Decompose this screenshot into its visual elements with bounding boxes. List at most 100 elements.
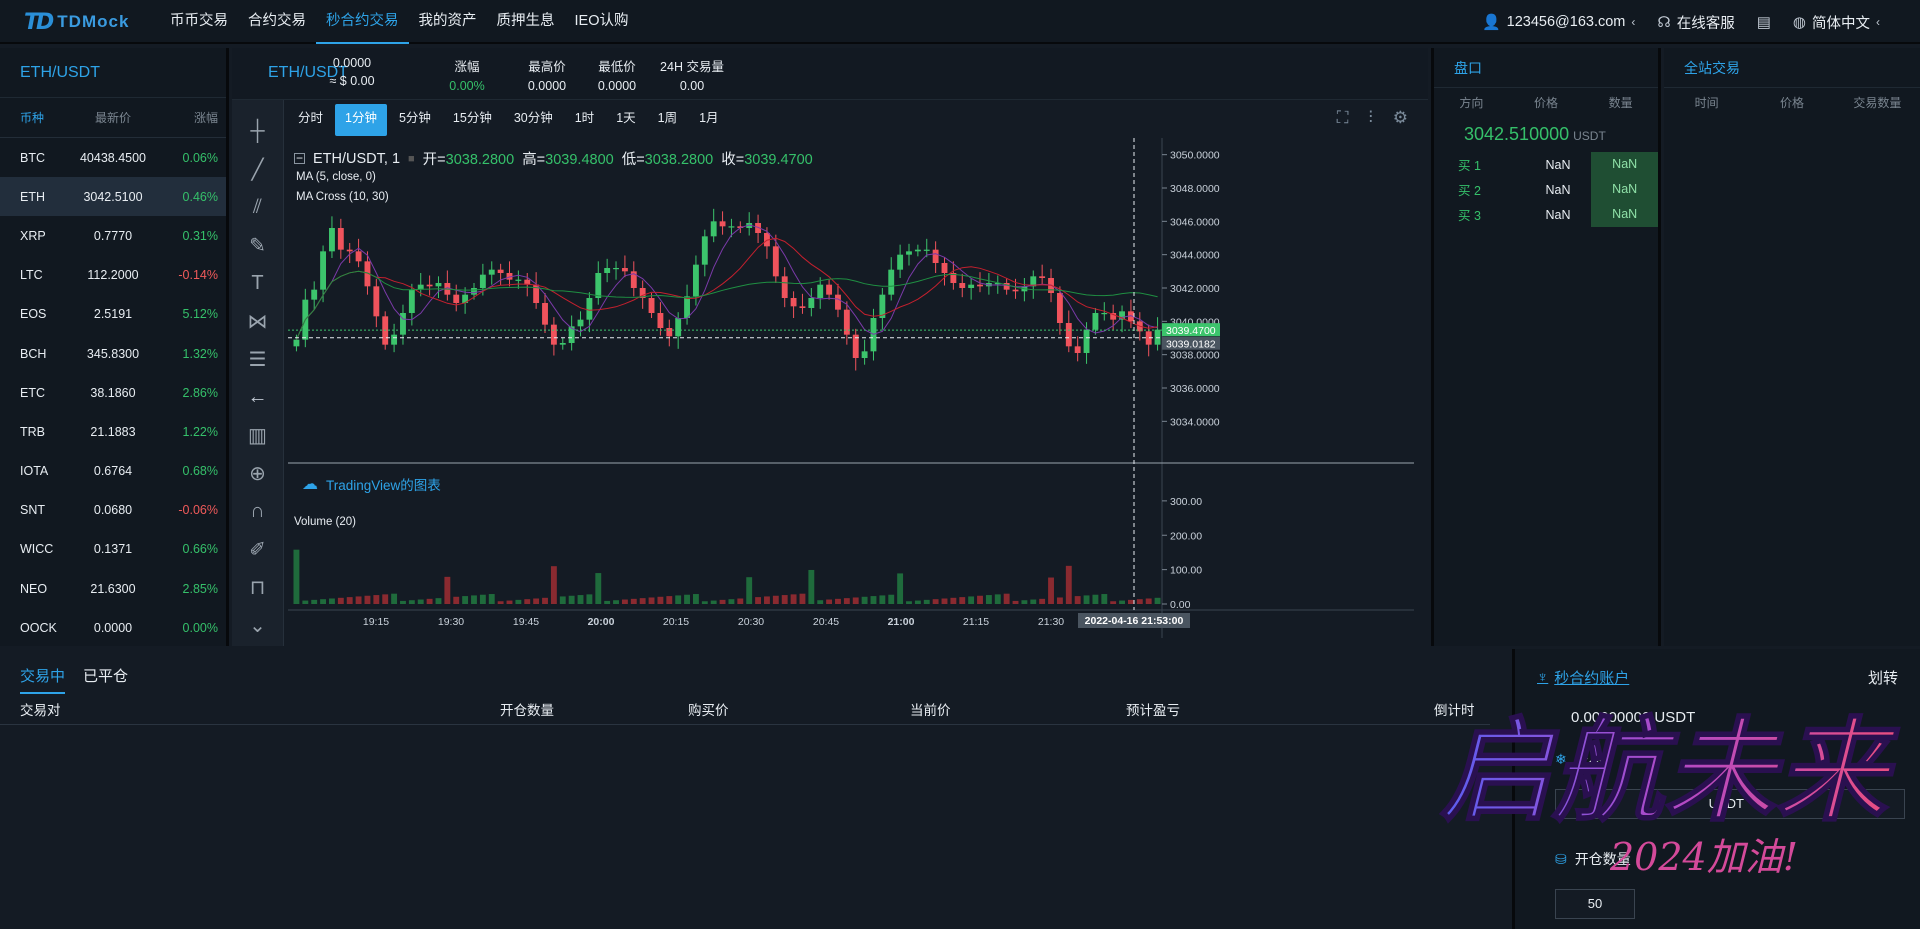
ma10-line — [295, 237, 1158, 340]
nav-item[interactable]: 币币交易 — [170, 13, 228, 29]
tradingview-link[interactable]: ☁ TradingView的图表 — [302, 474, 441, 494]
volume-bar — [1083, 595, 1090, 604]
service-link[interactable]: ☊ 在线客服 — [1657, 12, 1734, 33]
market-row[interactable]: BTC 40438.4500 0.06% — [0, 138, 226, 177]
open-value: 3038.2800 — [445, 152, 515, 168]
volume-bar — [293, 549, 300, 604]
fib-icon[interactable]: ☰ — [248, 348, 267, 371]
market-row[interactable]: BCH 345.8300 1.32% — [0, 334, 226, 373]
volume-bar — [506, 600, 513, 604]
indicators-icon[interactable]: ⫶ — [1368, 108, 1373, 127]
nav-item[interactable]: IEO认购 — [574, 13, 629, 29]
candle-body — [408, 289, 415, 313]
volume-bar — [435, 598, 442, 604]
ob-side: 买 3 — [1458, 209, 1481, 223]
volume-bar — [968, 596, 975, 604]
app-download[interactable]: ▤ — [1757, 13, 1771, 31]
orderbook-row[interactable]: 买 2 NaN NaN — [1434, 177, 1659, 202]
crosshair-time-bg — [1078, 613, 1190, 628]
col-side: 方向 — [1459, 95, 1484, 110]
nav-item[interactable]: 秒合约交易 — [316, 0, 409, 44]
chevron-down-icon[interactable]: ⌄ — [249, 614, 266, 637]
orderbook-row[interactable]: 买 3 NaN NaN — [1434, 202, 1659, 227]
orderbook-rows: 买 1 NaN NaN 买 2 NaN NaN 买 3 NaN NaN — [1434, 152, 1659, 227]
candle-body — [790, 298, 797, 307]
lock-drawing-icon[interactable]: ✐ — [249, 538, 266, 561]
tab-open[interactable]: 交易中 — [20, 665, 66, 694]
price-chart[interactable]: 3050.0000 3048.0000 3046.0000 3044.0000 3042… — [288, 138, 1424, 638]
nav-item[interactable]: 合约交易 — [248, 13, 306, 29]
candle-body — [1065, 323, 1072, 347]
market-row[interactable]: WICC 0.1371 0.66% — [0, 530, 226, 569]
candle-body — [453, 294, 460, 303]
legend-settings-icon[interactable]: ■ — [408, 152, 415, 165]
candle-body — [666, 328, 673, 337]
volume-bar — [559, 596, 566, 604]
market-row[interactable]: EOS 2.5191 5.12% — [0, 295, 226, 334]
measure-icon[interactable]: ▥ — [248, 424, 267, 447]
crosshair-icon[interactable]: ┼ — [250, 119, 265, 142]
interval-tab[interactable]: 1时 — [574, 111, 595, 125]
tab-closed[interactable]: 已平仓 — [83, 668, 129, 685]
volume-bar — [755, 597, 762, 604]
market-row[interactable]: ETH 3042.5100 0.46% — [0, 177, 226, 217]
user-menu[interactable]: 👤 123456@163.com ‹ — [1482, 13, 1635, 31]
pitchfork-icon[interactable]: ⫽ — [253, 195, 262, 218]
trendline-icon[interactable]: ╱ — [251, 158, 264, 181]
market-price: 0.0000 — [93, 620, 133, 635]
interval-tab[interactable]: 1周 — [657, 111, 678, 125]
market-row[interactable]: XRP 0.7770 0.31% — [0, 216, 226, 255]
nav-item[interactable]: 质押生息 — [496, 13, 555, 29]
volume-label: 24H 交易量 — [660, 60, 724, 74]
orderbook-row[interactable]: 买 1 NaN NaN — [1434, 152, 1659, 177]
candle-body — [808, 298, 815, 308]
market-row[interactable]: TRB 21.1883 1.22% — [0, 412, 226, 451]
interval-tab[interactable]: 1天 — [616, 111, 636, 125]
legend-open: 开=3038.2800 — [423, 148, 515, 169]
magnet-icon[interactable]: ∩ — [250, 499, 265, 522]
interval-tab[interactable]: 1分钟 — [335, 104, 387, 136]
collapse-icon[interactable]: − — [294, 151, 305, 165]
market-row[interactable]: NEO 21.6300 2.85% — [0, 569, 226, 608]
candle-body — [391, 334, 398, 345]
nav-item[interactable]: 我的资产 — [418, 13, 477, 29]
volume-bar — [728, 599, 735, 604]
interval-tab[interactable]: 30分钟 — [513, 111, 553, 125]
pattern-icon[interactable]: ⋈ — [247, 310, 268, 333]
market-row[interactable]: IOTA 0.6764 0.68% — [0, 452, 226, 491]
brush-icon[interactable]: ✎ — [249, 234, 266, 257]
trade-unit-field[interactable]: USDT — [1555, 789, 1905, 819]
ob-side: 买 1 — [1458, 159, 1481, 173]
volume-bar — [1021, 600, 1028, 604]
close-value: 3039.4700 — [744, 152, 813, 168]
ticker-last-value: 0.0000 — [332, 56, 372, 70]
candle-body — [1127, 311, 1134, 322]
market-symbol: NEO — [20, 581, 48, 596]
interval-tab[interactable]: 分时 — [298, 111, 324, 125]
lock-icon[interactable]: ⊓ — [249, 576, 266, 599]
settings-gear-icon[interactable]: ⚙ — [1392, 108, 1408, 127]
qty-input[interactable]: 50 — [1555, 889, 1635, 919]
candle-body — [950, 273, 957, 283]
logo[interactable]: TD TDMock — [24, 9, 129, 35]
market-row[interactable]: LTC 112.2000 -0.14% — [0, 256, 226, 295]
transfer-button[interactable]: 划转 — [1867, 670, 1898, 687]
back-arrow-icon[interactable]: ← — [247, 385, 268, 408]
fullscreen-icon[interactable]: ⛶ — [1336, 108, 1349, 127]
market-row[interactable]: SNT 0.0680 -0.06% — [0, 491, 226, 530]
high-label: 高= — [522, 152, 546, 168]
interval-tab[interactable]: 1月 — [699, 111, 719, 125]
market-row[interactable]: OOCK 0.0000 0.00% — [0, 608, 226, 647]
interval-tab[interactable]: 5分钟 — [398, 111, 431, 125]
market-symbol: SNT — [20, 503, 45, 518]
language-select[interactable]: ◍ 简体中文 ‹ — [1793, 12, 1880, 33]
interval-tab[interactable]: 15分钟 — [452, 111, 492, 125]
col-price: 价格 — [1779, 95, 1804, 110]
market-row[interactable]: ETC 38.1860 2.86% — [0, 373, 226, 412]
text-tool-icon[interactable]: T — [251, 271, 264, 294]
zoom-icon[interactable]: ⊕ — [249, 462, 266, 485]
top-nav: TD TDMock 币币交易 合约交易 秒合约交易 我的资产 质押生息 IEO认购 👤 1… — [0, 0, 1920, 44]
candle-body — [959, 283, 966, 288]
account-link[interactable]: ♆ 秒合约账户 — [1537, 667, 1629, 688]
market-price: 3042.5100 — [83, 189, 143, 204]
